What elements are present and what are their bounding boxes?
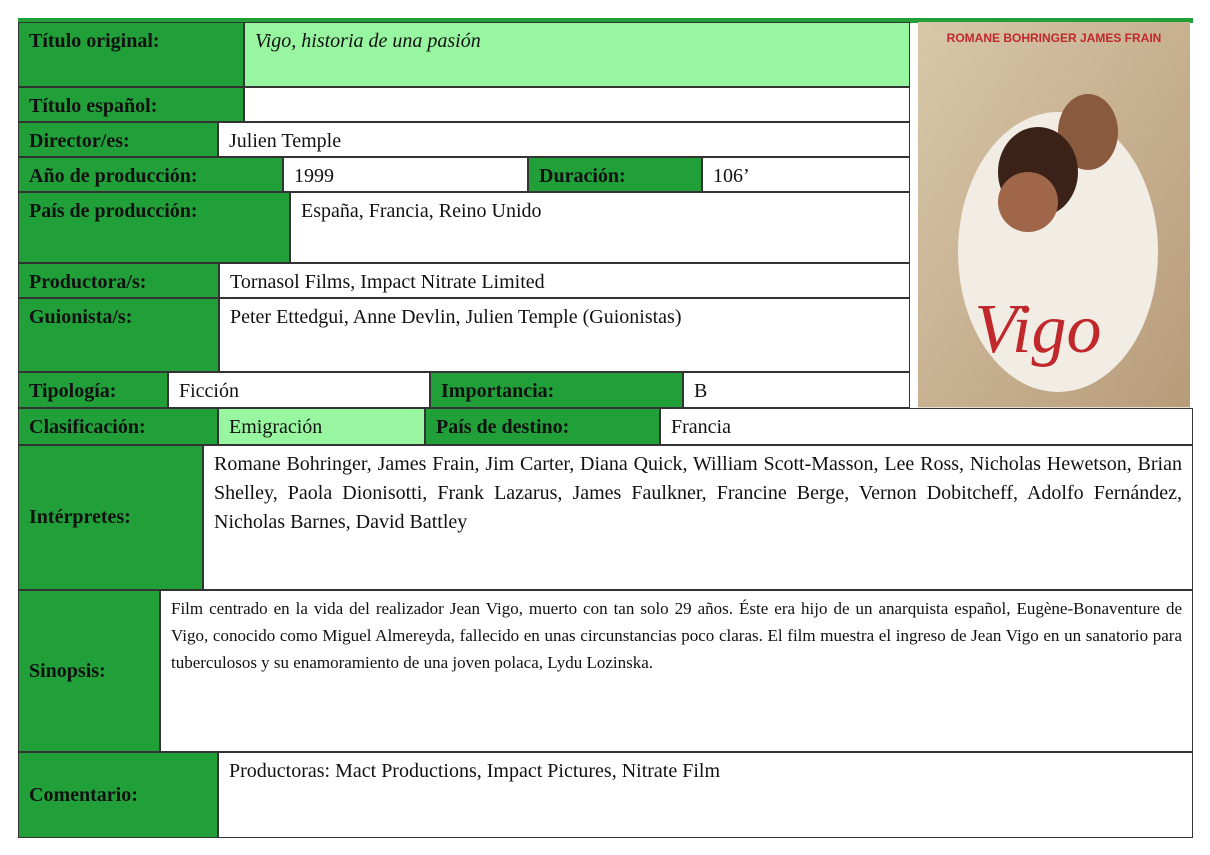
poster-title: Vigo bbox=[974, 291, 1101, 368]
field-value: Ficción bbox=[168, 372, 430, 408]
field-value: B bbox=[683, 372, 910, 408]
field-label: Director/es: bbox=[18, 122, 218, 157]
field-value: Vigo, historia de una pasión bbox=[244, 22, 910, 87]
field-label: Sinopsis: bbox=[18, 590, 160, 752]
field-label: País de producción: bbox=[18, 192, 290, 263]
field-label: Importancia: bbox=[430, 372, 683, 408]
field-value: Romane Bohringer, James Frain, Jim Carte… bbox=[203, 445, 1193, 590]
field-label: Intérpretes: bbox=[18, 445, 203, 590]
field-value: Julien Temple bbox=[218, 122, 910, 157]
field-value: 1999 bbox=[283, 157, 528, 192]
poster-actors: ROMANE BOHRINGER JAMES FRAIN bbox=[947, 31, 1162, 45]
field-value: Emigración bbox=[218, 408, 425, 445]
top-border bbox=[18, 18, 1193, 23]
field-label: País de destino: bbox=[425, 408, 660, 445]
field-value: España, Francia, Reino Unido bbox=[290, 192, 910, 263]
field-label: Duración: bbox=[528, 157, 702, 192]
field-label: Año de producción: bbox=[18, 157, 283, 192]
field-label: Título original: bbox=[18, 22, 244, 87]
field-value bbox=[244, 87, 910, 122]
field-label: Título español: bbox=[18, 87, 244, 122]
field-label: Guionista/s: bbox=[18, 298, 219, 372]
field-value: Productoras: Mact Productions, Impact Pi… bbox=[218, 752, 1193, 838]
field-label: Productora/s: bbox=[18, 263, 219, 298]
field-value: Francia bbox=[660, 408, 1193, 445]
field-label: Comentario: bbox=[18, 752, 218, 838]
field-value: Tornasol Films, Impact Nitrate Limited bbox=[219, 263, 910, 298]
field-value: Peter Ettedgui, Anne Devlin, Julien Temp… bbox=[219, 298, 910, 372]
field-value: Film centrado en la vida del realizador … bbox=[160, 590, 1193, 752]
field-label: Clasificación: bbox=[18, 408, 218, 445]
field-value: 106’ bbox=[702, 157, 910, 192]
poster: ROMANE BOHRINGER JAMES FRAIN Vigo bbox=[918, 22, 1190, 437]
field-label: Tipología: bbox=[18, 372, 168, 408]
